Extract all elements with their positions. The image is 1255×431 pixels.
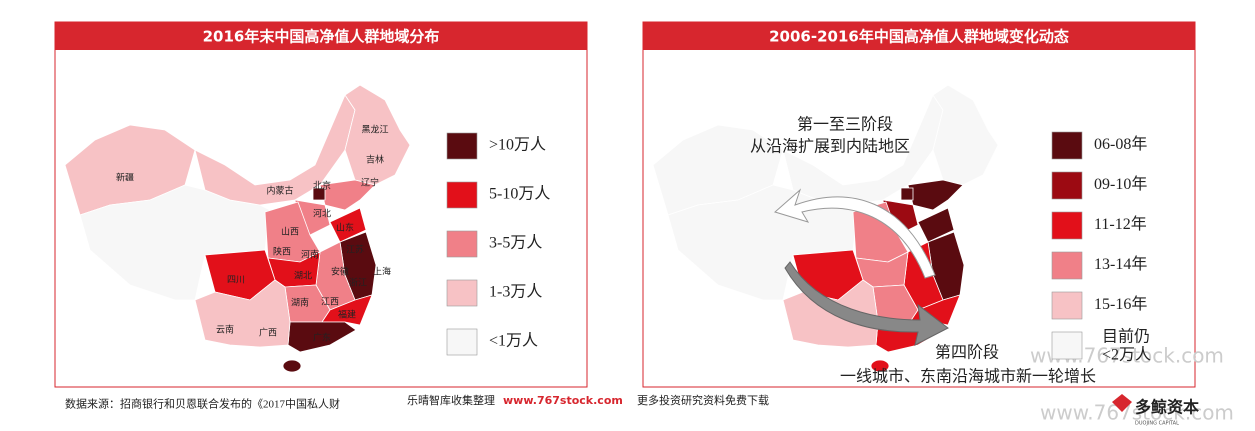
province-label: 湖北 [294,271,312,282]
legend-swatch [446,132,478,160]
watermark-text: 乐晴智库收集整理 [407,393,495,407]
province-label: 新疆 [116,172,134,184]
region [79,184,271,301]
legend-label: <1万人 [489,332,538,350]
china-map [64,84,411,373]
legend-swatch [446,230,478,258]
legend-label: 11-12年 [1094,215,1147,233]
annotation: 第一至三阶段 [797,116,893,134]
province-label: 安徽 [331,266,349,278]
province-label: 江苏 [346,244,364,256]
panel-title: 2016年末中国高净值人群地域分布 [203,28,440,46]
legend-label: >10万人 [489,136,546,154]
legend-label: <2万人 [1102,346,1151,364]
province-label: 四川 [227,276,245,286]
panel-header [55,22,587,50]
arrow-coastal [784,261,949,346]
logo-name: 多鲸资本 [1135,398,1199,417]
panel-header [643,22,1195,50]
legend-swatch [446,328,478,356]
province-label: 广西 [259,327,277,339]
panel-title: 2006-2016年中国高净值人群地域变化动态 [769,28,1069,46]
province-label: 山西 [281,227,299,238]
watermark-url: www.767stock.com [503,394,623,407]
province-label: 湖南 [291,297,309,309]
legend-swatch [1051,171,1083,200]
province-label: 辽宁 [361,177,379,189]
region [194,279,291,348]
province-label: 河南 [301,249,319,261]
province-label: 山东 [336,222,354,234]
province-label: 北京 [313,180,331,192]
legend-label: 15-16年 [1094,295,1147,313]
region [282,359,302,373]
logo-mark [1112,394,1132,412]
region [870,359,890,373]
region [344,84,411,186]
legend-swatch [446,181,478,209]
legend-label: 06-08年 [1094,135,1147,153]
province-label: 福建 [338,309,356,321]
province-label: 陕西 [273,246,291,258]
legend-label: 3-5万人 [489,234,542,252]
province-label: 广东 [313,332,331,344]
legend-swatch [1051,331,1083,360]
province-label: 江西 [321,297,339,308]
legend-swatch [1051,291,1083,320]
province-label: 河北 [313,208,331,220]
province-label: 上海 [373,266,391,278]
legend-label: 目前仍 [1102,328,1150,346]
legend-swatch [446,279,478,307]
region [907,179,964,211]
province-label: 黑龙江 [361,124,388,136]
source-note: 数据来源：招商银行和贝恩联合发布的《2017中国私人财 [65,397,340,411]
arrow-inland [773,188,936,279]
annotation: 一线城市、东南沿海城市新一轮增长 [840,368,1096,386]
legend-swatch [1051,131,1083,160]
legend-label: 5-10万人 [489,185,550,203]
annotation: 第四阶段 [935,344,999,362]
region [329,207,367,243]
site-watermark: www.767stock.com [1040,401,1234,425]
province-label: 内蒙古 [266,185,293,197]
legend-swatch [1051,211,1083,240]
region [917,207,955,243]
annotation: 从沿海扩展到内陆地区 [750,138,910,156]
legend-label: 13-14年 [1094,255,1147,273]
province-label: 云南 [216,324,234,336]
legend-label: 1-3万人 [489,283,542,301]
region [932,84,999,186]
province-label: 吉林 [366,154,384,166]
logo-sub: DUOJING CAPITAL [1135,421,1179,427]
legend-swatch [1051,251,1083,280]
watermark-tail: 更多投资研究资料免费下载 [637,393,769,407]
province-label: 浙江 [349,277,367,289]
region [312,187,326,201]
watermark: 乐晴智库收集整理 www.767stock.com 更多投资研究资料免费下载 [405,392,777,410]
china-map [652,84,999,373]
region [900,187,914,201]
legend-label: 09-10年 [1094,175,1147,193]
